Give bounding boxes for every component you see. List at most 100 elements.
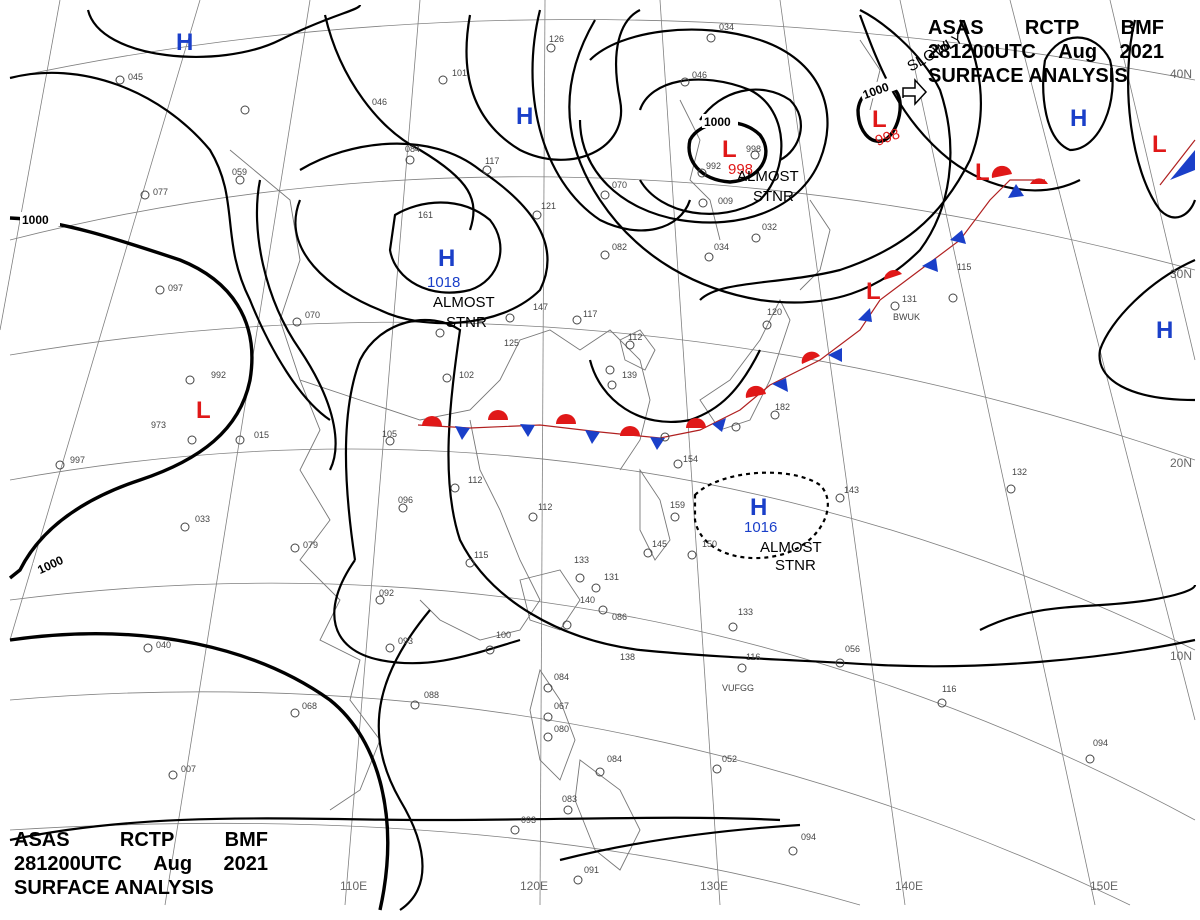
svg-text:105: 105 xyxy=(382,429,397,439)
svg-text:116: 116 xyxy=(942,684,956,694)
svg-text:091: 091 xyxy=(584,865,599,875)
lon-label: 130E xyxy=(700,879,728,893)
header-product: SURFACE ANALYSIS xyxy=(928,65,1128,87)
station-id: VUFGG xyxy=(722,683,754,693)
svg-text:117: 117 xyxy=(485,156,499,166)
header-agency-line: ASAS RCTP BMF xyxy=(14,828,268,852)
lat-label: 10N xyxy=(1170,649,1192,663)
map-header-top-right: ASAS RCTP BMF 281200UTC Aug 2021 SURFACE… xyxy=(928,16,1164,88)
svg-text:092: 092 xyxy=(379,588,394,598)
low-center: L xyxy=(722,136,737,163)
svg-text:045: 045 xyxy=(128,72,143,82)
svg-text:040: 040 xyxy=(156,640,171,650)
svg-text:052: 052 xyxy=(722,754,737,764)
coastlines xyxy=(229,39,881,871)
svg-text:117: 117 xyxy=(583,309,597,319)
low-center-value: 998 xyxy=(728,161,753,178)
isobars xyxy=(8,4,1197,911)
svg-text:973: 973 xyxy=(151,420,166,430)
svg-text:112: 112 xyxy=(468,475,482,485)
svg-text:120: 120 xyxy=(767,307,782,317)
svg-text:009: 009 xyxy=(718,196,733,206)
header-datetime: 2021 xyxy=(223,853,268,875)
almost-stnr-label: STNR xyxy=(775,557,816,574)
station-id: BWUK xyxy=(893,312,920,322)
isobar-label: 1000 xyxy=(861,80,891,102)
svg-text:059: 059 xyxy=(232,167,247,177)
high-center: H xyxy=(176,29,193,56)
lat-label: 40N xyxy=(1170,67,1192,81)
svg-text:138: 138 xyxy=(620,652,635,662)
svg-text:100: 100 xyxy=(496,630,511,640)
header-datetime: Aug xyxy=(1058,41,1098,63)
svg-text:126: 126 xyxy=(549,34,564,44)
header-datetime: 281200UTC xyxy=(14,853,122,875)
lon-label: 120E xyxy=(520,879,548,893)
svg-text:992: 992 xyxy=(211,370,226,380)
svg-text:084: 084 xyxy=(554,672,569,682)
svg-text:046: 046 xyxy=(692,70,707,80)
svg-text:116: 116 xyxy=(746,652,760,662)
movement-arrow-icon xyxy=(902,78,928,106)
svg-text:132: 132 xyxy=(1012,467,1027,477)
svg-text:998: 998 xyxy=(746,144,761,154)
header-agency: BMF xyxy=(224,829,268,851)
svg-text:115: 115 xyxy=(957,262,971,272)
lat-label: 20N xyxy=(1170,456,1192,470)
named-stations: VUFGG BWUK xyxy=(722,312,920,693)
almost-stnr-label: STNR xyxy=(753,188,794,205)
svg-text:140: 140 xyxy=(580,595,595,605)
svg-text:133: 133 xyxy=(738,607,753,617)
svg-text:056: 056 xyxy=(845,644,860,654)
svg-text:093: 093 xyxy=(521,815,536,825)
svg-text:101: 101 xyxy=(452,68,467,78)
station-plots xyxy=(55,33,1095,885)
header-datetime: 281200UTC xyxy=(928,41,1036,63)
header-datetime: 2021 xyxy=(1119,41,1164,63)
svg-text:182: 182 xyxy=(775,402,790,412)
svg-text:068: 068 xyxy=(302,701,317,711)
svg-text:096: 096 xyxy=(398,495,413,505)
svg-text:133: 133 xyxy=(574,555,589,565)
lat-label: 30N xyxy=(1170,267,1192,281)
low-center: L xyxy=(866,278,881,305)
high-center: H xyxy=(516,103,533,130)
high-center: H xyxy=(750,494,767,521)
svg-text:154: 154 xyxy=(683,454,698,464)
svg-text:147: 147 xyxy=(533,302,548,312)
header-agency-line: ASAS RCTP BMF xyxy=(928,16,1164,40)
svg-text:145: 145 xyxy=(652,539,667,549)
header-agency: ASAS xyxy=(14,829,70,851)
isobar-label: 1000 xyxy=(22,213,49,227)
svg-text:161: 161 xyxy=(418,210,433,220)
svg-text:112: 112 xyxy=(628,332,642,342)
svg-text:077: 077 xyxy=(153,187,168,197)
svg-text:079: 079 xyxy=(303,540,318,550)
svg-text:007: 007 xyxy=(181,764,196,774)
header-datetime-line: 281200UTC Aug 2021 xyxy=(14,852,268,876)
header-datetime-line: 281200UTC Aug 2021 xyxy=(928,40,1164,64)
lon-label: 150E xyxy=(1090,879,1118,893)
svg-text:097: 097 xyxy=(168,283,183,293)
header-datetime: Aug xyxy=(153,853,193,875)
svg-text:159: 159 xyxy=(670,500,685,510)
header-product: SURFACE ANALYSIS xyxy=(14,877,214,899)
header-agency: RCTP xyxy=(1024,17,1080,39)
svg-text:093: 093 xyxy=(398,636,413,646)
low-center: L xyxy=(975,159,990,186)
svg-text:080: 080 xyxy=(554,724,569,734)
svg-text:033: 033 xyxy=(195,514,210,524)
svg-text:102: 102 xyxy=(459,370,474,380)
frontal-system xyxy=(417,139,1196,450)
isobar-label: 1000 xyxy=(704,115,731,129)
svg-text:070: 070 xyxy=(305,310,320,320)
grid-labels: 30N 20N 10N 40N 110E 120E 130E 140E 150E xyxy=(340,67,1192,893)
almost-stnr-label: STNR xyxy=(446,314,487,331)
svg-text:997: 997 xyxy=(70,455,85,465)
svg-text:094: 094 xyxy=(801,832,816,842)
low-center: L xyxy=(196,397,211,424)
high-center-value: 1018 xyxy=(427,274,460,291)
svg-text:088: 088 xyxy=(424,690,439,700)
